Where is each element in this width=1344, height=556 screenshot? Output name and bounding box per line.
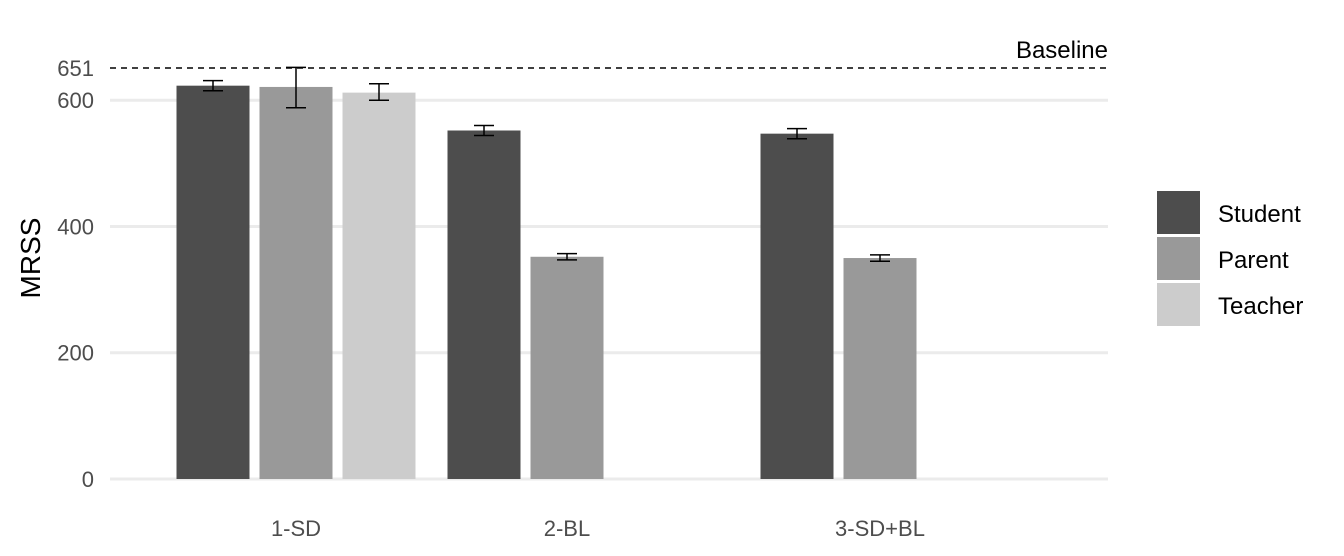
y-tick-label: 400 bbox=[57, 214, 94, 239]
error-bar-teacher-1-sd bbox=[369, 83, 389, 101]
bar-student-2-bl bbox=[447, 130, 521, 479]
x-tick-label: 1-SD bbox=[271, 516, 321, 541]
x-tick-label: 2-BL bbox=[544, 516, 590, 541]
bars bbox=[176, 85, 917, 479]
baseline-reference: Baseline bbox=[110, 37, 1108, 69]
x-tick-label: 3-SD+BL bbox=[835, 516, 925, 541]
legend-label-teacher: Teacher bbox=[1218, 293, 1303, 320]
y-tick-label: 651 bbox=[57, 56, 94, 81]
y-axis-ticks: 0 200 400 600 651 bbox=[57, 56, 94, 492]
bar-parent-1-sd bbox=[259, 86, 333, 479]
error-bar-parent-3-sd+bl bbox=[870, 254, 890, 262]
legend-key-parent bbox=[1157, 237, 1200, 280]
y-tick-label: 0 bbox=[82, 467, 94, 492]
legend-label-student: Student bbox=[1218, 201, 1301, 228]
error-bars bbox=[203, 66, 890, 262]
bar-parent-2-bl bbox=[530, 256, 604, 479]
error-bar-student-1-sd bbox=[203, 79, 223, 92]
legend-key-student bbox=[1157, 191, 1200, 234]
error-bar-parent-2-bl bbox=[557, 252, 577, 261]
bar-student-1-sd bbox=[176, 85, 250, 479]
y-tick-label: 600 bbox=[57, 88, 94, 113]
x-axis-ticks: 1-SD 2-BL 3-SD+BL bbox=[271, 516, 925, 541]
legend: Student Parent Teacher bbox=[1157, 191, 1303, 326]
bar-parent-3-sd+bl bbox=[843, 258, 917, 479]
bar-student-3-sd+bl bbox=[760, 133, 834, 479]
legend-label-parent: Parent bbox=[1218, 247, 1289, 274]
legend-key-teacher bbox=[1157, 283, 1200, 326]
y-axis-title: MRSS bbox=[15, 218, 46, 299]
error-bar-student-3-sd+bl bbox=[787, 127, 807, 140]
error-bar-student-2-bl bbox=[474, 124, 494, 137]
y-tick-label: 200 bbox=[57, 341, 94, 366]
baseline-label: Baseline bbox=[1016, 37, 1108, 64]
bar-teacher-1-sd bbox=[342, 92, 416, 479]
